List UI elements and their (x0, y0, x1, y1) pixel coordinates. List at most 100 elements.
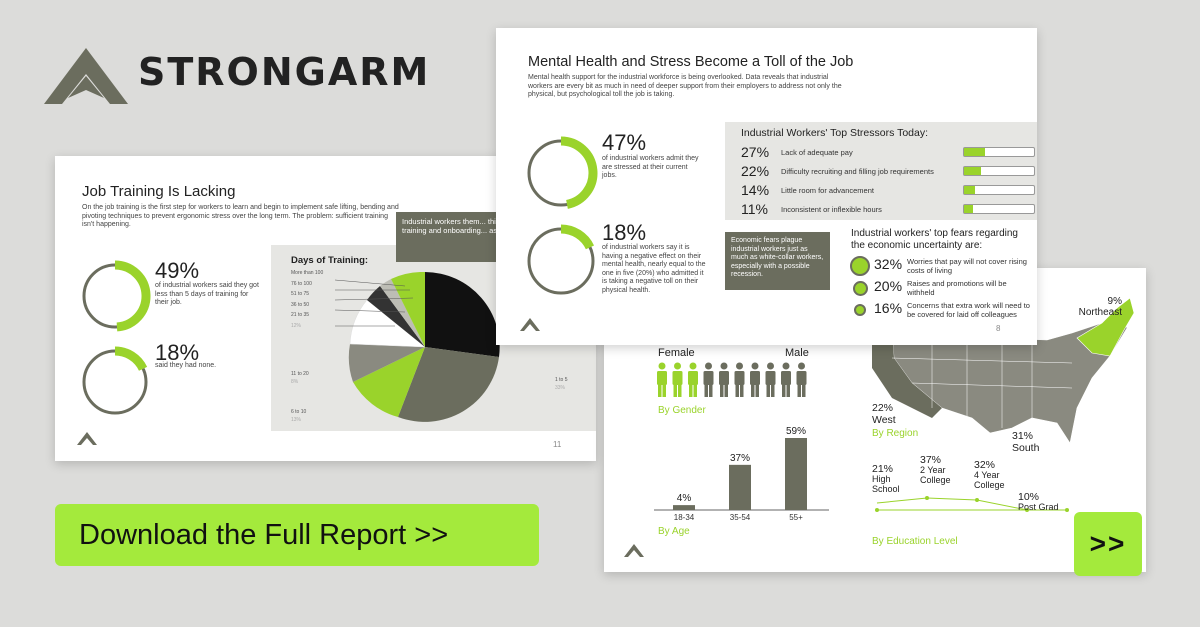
brand-name: STRONGARM (138, 50, 431, 94)
stressor-label: Difficulty recruiting and filling job re… (781, 167, 934, 176)
stressor-label: Little room for advancement (781, 186, 874, 195)
education-caption: By Education Level (872, 536, 958, 547)
training-stat1-pct: 49% (155, 258, 200, 283)
days-of-training-pie (348, 272, 500, 422)
stressors-title: Industrial Workers' Top Stressors Today: (741, 127, 929, 139)
pie-label-1-5: 1 to 5 (555, 377, 568, 383)
fear-label: Worries that pay will not cover rising c… (907, 257, 1027, 275)
training-stat2-pct: 18% (155, 340, 200, 365)
age-caption: By Age (658, 526, 690, 537)
age-bar (729, 464, 751, 510)
age-value-label: 59% (786, 426, 806, 437)
training-donut-18 (82, 346, 148, 415)
mental-stat1-pct: 47% (602, 130, 647, 155)
fears-title: Industrial workers' top fears regarding … (851, 228, 1018, 251)
region-south-pct: 31% (1012, 430, 1034, 442)
edu-high-school: 21% High School (872, 464, 914, 494)
slide-logo-icon (77, 432, 97, 445)
fear-pct: 32% (874, 256, 903, 272)
stressor-bar (963, 185, 1035, 195)
mental-stat1-text: of industrial workers admit they are str… (602, 155, 699, 179)
region-south-name: South (1012, 442, 1040, 454)
edu-2yr: 37% 2 Year College (920, 455, 962, 485)
slide-logo-icon (624, 544, 644, 557)
fear-bubble-icon (852, 280, 868, 296)
training-donut-49 (82, 260, 151, 332)
fear-label: Concerns that extra work will need to be… (907, 301, 1030, 319)
stressor-bar (963, 147, 1035, 157)
region-west-name: West (872, 414, 896, 426)
person-icon (796, 362, 807, 397)
stressor-label: Lack of adequate pay (781, 148, 853, 157)
mental-stat2-pct: 18% (602, 220, 647, 245)
mental-health-slide: Mental Health and Stress Become a Toll o… (496, 28, 1037, 345)
person-icon (765, 362, 776, 397)
pie-pct-6-10: 13% (291, 417, 302, 423)
mental-donut-18 (527, 224, 595, 295)
pie-label-51-75: 51 to 75 (291, 291, 310, 297)
pie-title: Days of Training: (291, 255, 369, 266)
gender-people-icons (657, 362, 807, 397)
age-bar (785, 438, 807, 510)
age-value-label: 37% (730, 453, 750, 464)
pie-pct-1-5: 33% (555, 385, 566, 391)
edu-2yr-pct: 37% (920, 454, 942, 466)
age-value-label: 4% (677, 493, 692, 504)
age-bar (673, 505, 695, 510)
pie-label-6-10: 6 to 10 (291, 409, 307, 415)
pie-pct-11-20: 8% (291, 379, 299, 385)
gender-male-label: Male (785, 347, 809, 359)
gender-female-label: Female (658, 347, 695, 359)
edu-postgrad-pct: 10% (1018, 491, 1040, 503)
stressor-pct: 11% (741, 201, 768, 217)
person-icon (672, 362, 683, 397)
region-northeast: 9% Northeast (1060, 296, 1122, 318)
training-intro: On the job training is the first step fo… (82, 204, 399, 228)
person-icon (750, 362, 760, 397)
edu-4yr: 32% 4 Year College (974, 460, 1016, 490)
mental-intro: Mental health support for the industrial… (528, 74, 842, 98)
fear-label: Raises and promotions will be withheld (907, 279, 1007, 297)
edu-postgrad: 10% Post Grad (1018, 492, 1078, 512)
download-report-label: Download the Full Report >> (79, 518, 449, 551)
stressor-bar (963, 204, 1035, 214)
slide-logo-icon (520, 318, 540, 331)
stressor-pct: 14% (741, 182, 770, 198)
mental-donut-47 (527, 136, 598, 209)
fear-bubble-icon (854, 304, 866, 316)
edu-4yr-pct: 32% (974, 459, 996, 471)
pie-legend-upper: More than 100 76 to 100 51 to 75 36 to 5… (291, 268, 323, 331)
education-line-chart (875, 496, 1069, 512)
training-page-number: 11 (553, 440, 562, 449)
stressor-bar (963, 166, 1035, 176)
person-icon (703, 362, 714, 397)
fear-bubble-icon (850, 256, 870, 276)
region-west: 22% West (872, 402, 896, 426)
person-icon (657, 362, 667, 397)
training-title: Job Training Is Lacking (82, 183, 236, 200)
region-west-pct: 22% (872, 402, 894, 414)
edu-2yr-label: 2 Year College (920, 465, 951, 485)
training-stat1-text: of industrial workers said they got less… (155, 282, 259, 306)
age-category-label: 18-34 (674, 513, 695, 522)
person-icon (734, 362, 745, 397)
strongarm-logo-icon (44, 48, 128, 104)
fear-pct: 16% (874, 300, 903, 316)
stressor-pct: 22% (741, 163, 770, 179)
training-stat2-text: said they had none. (155, 362, 217, 369)
stressor-label: Inconsistent or inflexible hours (781, 205, 882, 214)
pie-legend-1-5: 1 to 5 33% (555, 376, 568, 392)
pie-leader-lines (335, 279, 414, 327)
person-icon (719, 362, 729, 397)
stressors-panel: Industrial Workers' Top Stressors Today:… (725, 122, 1037, 220)
stressor-pct: 27% (741, 144, 770, 160)
region-northeast-name: Northeast (1078, 307, 1122, 318)
age-category-label: 55+ (789, 513, 803, 522)
pie-legend-6-10: 6 to 10 13% (291, 408, 306, 424)
download-report-button[interactable]: Download the Full Report >> (55, 504, 539, 566)
mental-title: Mental Health and Stress Become a Toll o… (528, 54, 854, 70)
next-button[interactable]: >> (1074, 512, 1142, 576)
region-northeast-pct: 9% (1107, 296, 1122, 307)
fear-pct: 20% (874, 278, 903, 294)
economic-callout: Economic fears plague industrial workers… (725, 232, 830, 290)
